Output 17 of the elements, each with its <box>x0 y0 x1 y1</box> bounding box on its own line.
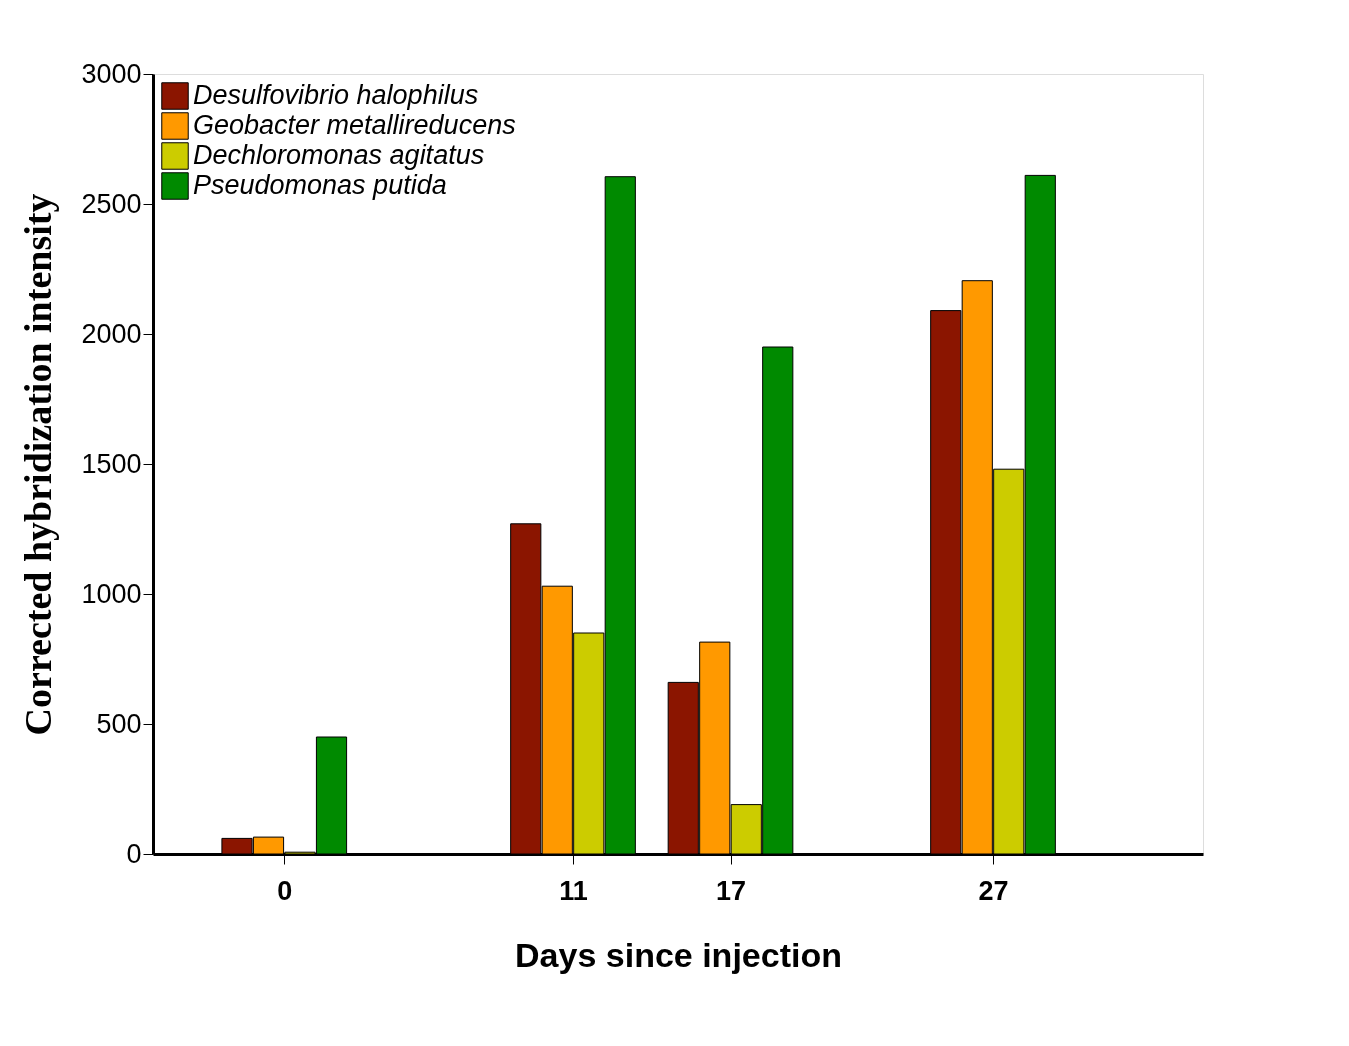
x-tick-label: 27 <box>978 875 1009 906</box>
y-tick-label: 1000 <box>81 578 142 609</box>
y-tick-label: 0 <box>126 838 142 869</box>
legend-label: Dechloromonas agitatus <box>193 140 485 170</box>
x-tick-label: 17 <box>715 875 747 906</box>
x-tick-label: 0 <box>277 875 293 906</box>
x-axis-title: Days since injection <box>515 935 842 974</box>
y-tick-label: 1500 <box>81 448 142 479</box>
legend-label: Geobacter metallireducens <box>193 110 516 140</box>
y-tick-label: 2000 <box>81 318 142 349</box>
legend-label: Pseudomonas putida <box>193 170 447 200</box>
y-tick-label: 2500 <box>81 188 142 219</box>
y-axis-title: Corrected hybridization intensity <box>17 193 60 736</box>
x-tick-label: 11 <box>559 875 588 906</box>
legend-label: Desulfovibrio halophilus <box>193 80 479 110</box>
y-tick-label: 3000 <box>81 58 142 89</box>
y-tick-label: 500 <box>96 708 142 739</box>
